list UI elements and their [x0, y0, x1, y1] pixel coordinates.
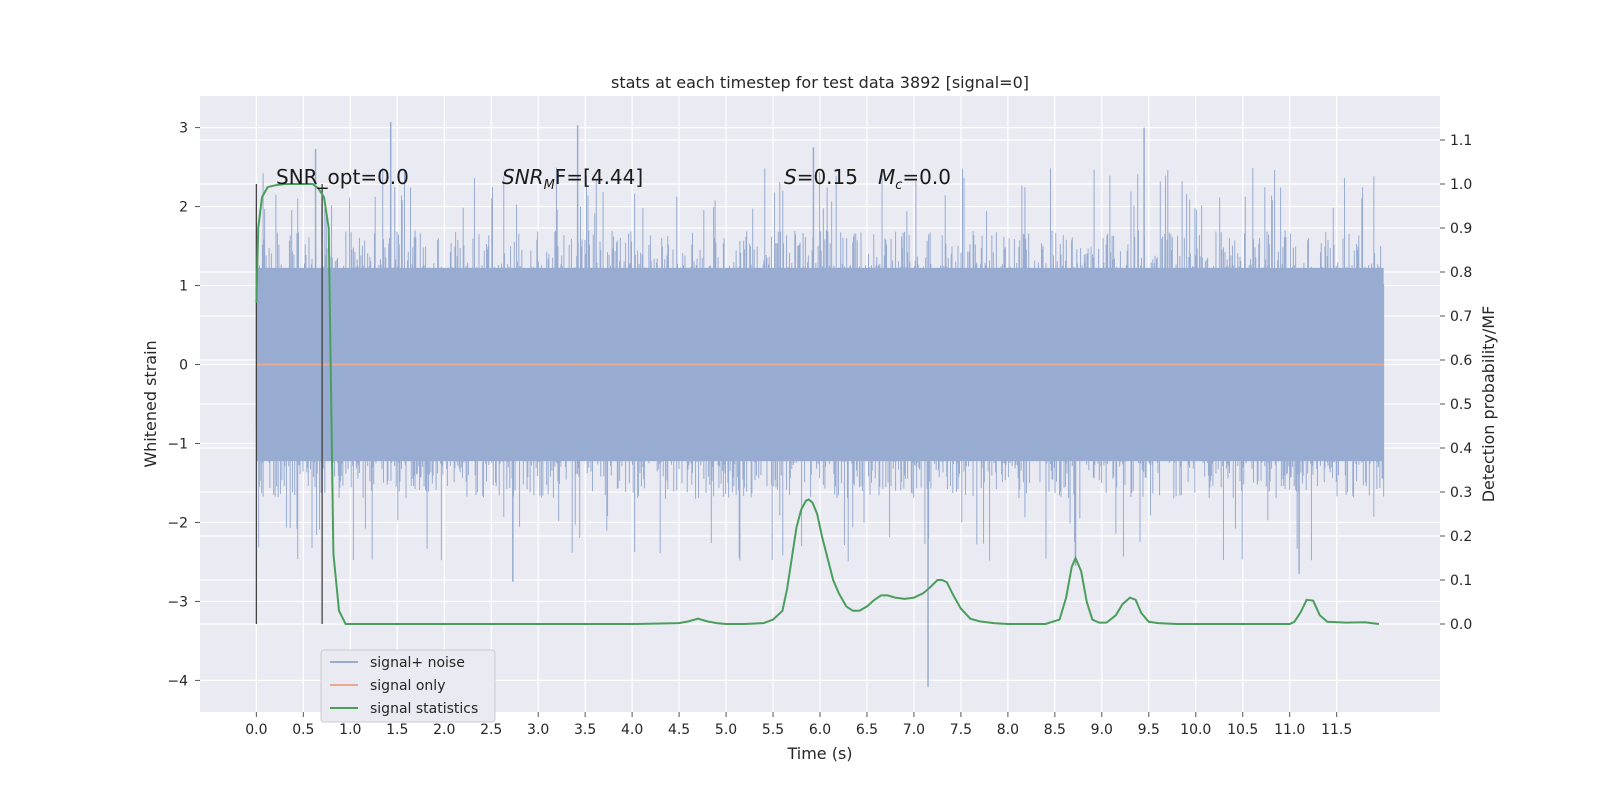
x-tick-labels: 0.0 0.5 1.0 1.5 2.0 2.5 3.0 3.5 4.0 4.5 5.0 5.5 6.0 6… [245, 712, 1352, 738]
right-y-tick-label: 0.0 [1450, 617, 1472, 633]
mc-subscript: c [895, 178, 902, 193]
legend-label-signal-only: signal only [370, 678, 445, 694]
x-tick-label: 8.0 [997, 722, 1019, 738]
mc-prefix: M [878, 165, 895, 189]
right-y-tick-label: 0.3 [1450, 485, 1472, 501]
right-y-tick-labels: 1.1 1.0 0.9 0.8 0.7 0.6 0.5 0.4 0.3 0.2 0.1 0.0 [1440, 133, 1472, 633]
x-tick-label: 3.5 [574, 722, 596, 738]
right-y-tick-label: 0.5 [1450, 397, 1472, 413]
legend-label-signal-noise: signal+ noise [370, 655, 465, 671]
snr-mf-subscript: M [544, 178, 555, 193]
x-tick-label: 0.5 [292, 722, 314, 738]
x-tick-label: 4.5 [668, 722, 690, 738]
x-tick-label: 5.0 [715, 722, 737, 738]
y-tick-label: −2 [167, 515, 188, 531]
x-tick-label: 6.0 [809, 722, 831, 738]
x-tick-label: 5.5 [762, 722, 784, 738]
x-tick-label: 2.5 [480, 722, 502, 738]
right-y-tick-label: 0.4 [1450, 441, 1472, 457]
series-signal-statistics [255, 183, 1380, 625]
y-tick-label: −4 [167, 673, 188, 689]
y-axis-label: Whitened strain [141, 340, 160, 467]
right-y-tick-label: 0.1 [1450, 573, 1472, 589]
x-tick-label: 1.0 [339, 722, 361, 738]
y-tick-label: 0 [179, 358, 188, 374]
x-tick-label: 1.5 [386, 722, 408, 738]
annotation-s-value: S=0.15 [784, 165, 858, 189]
x-tick-label: 10.5 [1227, 722, 1258, 738]
right-y-tick-label: 0.6 [1450, 353, 1472, 369]
right-y-tick-label: 0.9 [1450, 221, 1472, 237]
legend: signal+ noise signal only signal statist… [320, 649, 496, 723]
y-tick-label: 1 [179, 279, 188, 295]
s-suffix: =0.15 [797, 165, 858, 189]
x-axis-label: Time (s) [786, 744, 852, 763]
annotation-snr-mf: SNRMF=[4.44] [502, 165, 643, 193]
x-tick-label: 7.5 [950, 722, 972, 738]
right-y-tick-label: 1.0 [1450, 177, 1472, 193]
snr-mf-suffix: F=[4.44] [555, 165, 643, 189]
right-y-tick-label: 0.7 [1450, 309, 1472, 325]
vertical-markers [255, 184, 323, 624]
legend-label-signal-statistics: signal statistics [370, 701, 478, 717]
x-tick-label: 3.0 [527, 722, 549, 738]
chart-title: stats at each timestep for test data 389… [611, 73, 1029, 92]
s-prefix: S [784, 165, 797, 189]
legend-box [320, 649, 496, 723]
y-tick-label: 3 [179, 121, 188, 137]
x-tick-label: 9.5 [1138, 722, 1160, 738]
x-tick-label: 2.0 [433, 722, 455, 738]
right-y-tick-label: 1.1 [1450, 133, 1472, 149]
x-tick-label: 11.5 [1321, 722, 1352, 738]
x-tick-label: 4.0 [621, 722, 643, 738]
x-tick-label: 8.5 [1044, 722, 1066, 738]
x-tick-label: 10.0 [1180, 722, 1211, 738]
annotation-snr-opt: SNR_opt=0.0 [276, 165, 409, 189]
y-tick-label: −3 [167, 594, 188, 610]
right-y-tick-label: 0.8 [1450, 265, 1472, 281]
x-tick-label: 6.5 [856, 722, 878, 738]
mc-suffix: =0.0 [902, 165, 951, 189]
y-tick-labels: 3 2 1 0 −1 −2 −3 −4 [167, 121, 200, 689]
x-tick-label: 11.0 [1274, 722, 1305, 738]
annotation-mc: Mc=0.0 [878, 165, 951, 193]
snr-mf-prefix: SNR [502, 165, 544, 189]
right-y-tick-label: 0.2 [1450, 529, 1472, 545]
x-tick-label: 7.0 [903, 722, 925, 738]
right-y-axis-label: Detection probability/MF [1479, 306, 1498, 503]
x-tick-label: 0.0 [245, 722, 267, 738]
y-tick-label: 2 [179, 200, 188, 216]
y-tick-label: −1 [167, 436, 188, 452]
x-tick-label: 9.0 [1091, 722, 1113, 738]
